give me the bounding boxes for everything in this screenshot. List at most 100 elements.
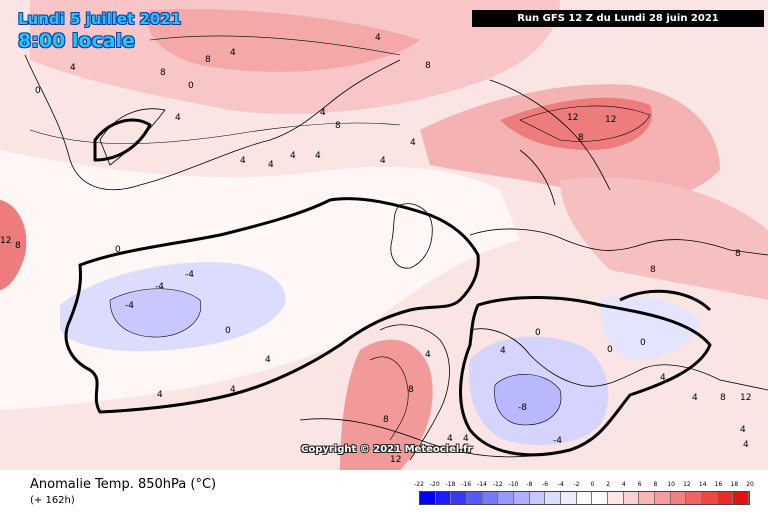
- forecast-date: Lundi 5 juillet 2021: [18, 10, 182, 28]
- isoline-label: 8: [205, 55, 211, 65]
- legend-swatch: [482, 492, 499, 504]
- zero-contour-baffin: [93, 118, 152, 162]
- color-legend: [419, 491, 750, 505]
- isoline-label: 8: [578, 133, 584, 143]
- isoline-label: 4: [425, 350, 431, 360]
- isoline-label: 4: [230, 385, 236, 395]
- isoline-label: 0: [535, 328, 541, 338]
- legend-swatch: [608, 492, 624, 504]
- isoline-labels: 0 4 8 4 8 4 0 4 8 4 4 0 4 4 4 4 4 8 12 1…: [0, 33, 751, 465]
- isoline-label: 4: [70, 63, 76, 73]
- legend-swatch: [435, 492, 452, 504]
- isoline-label: 4: [290, 151, 296, 161]
- isoline-label: 4: [230, 48, 236, 58]
- legend-tick-label: -4: [557, 481, 564, 488]
- legend-swatch: [529, 492, 546, 504]
- legend-swatch: [576, 492, 593, 504]
- isoline-label: 4: [410, 138, 416, 148]
- legend-swatch: [545, 492, 562, 504]
- zero-contour-atlantic: [64, 197, 480, 414]
- legend-swatch: [717, 492, 734, 504]
- legend-swatch: [639, 492, 656, 504]
- legend-tick-label: -2: [573, 481, 580, 488]
- isoline-label: 4: [157, 390, 163, 400]
- legend-swatch: [498, 492, 515, 504]
- legend-tick-labels: -22 -20 -18 -16 -14 -12 -10 -8 -6 -4 -2 0 2 4 6 8 10 12 14…: [414, 481, 754, 491]
- isoline-label: 0: [225, 326, 231, 336]
- legend-tick-label: 4: [621, 481, 626, 488]
- isolines: [29, 35, 651, 441]
- isoline-label: 4: [175, 113, 181, 123]
- isoline-label: 8: [425, 61, 431, 71]
- legend-tick-label: -16: [461, 481, 472, 488]
- isoline-label: 12: [740, 393, 751, 403]
- legend-swatch: [451, 492, 468, 504]
- isoline-label: 8: [160, 68, 166, 78]
- cold-core-atlantic: [110, 288, 201, 338]
- mediterranean-coast: [469, 328, 768, 391]
- footer: Anomalie Temp. 850hPa (°C) (+ 162h) -22-…: [0, 470, 768, 512]
- map-canvas: 0 4 8 4 8 4 0 4 8 4 4 0 4 4 4 4 4 8 12 1…: [0, 0, 768, 470]
- isoline-4-north: [29, 122, 401, 145]
- europe-north-coast: [469, 228, 768, 256]
- isoline-label: 4: [463, 434, 469, 444]
- zero-contour-balkans: [619, 289, 712, 312]
- isoline-label: 12: [567, 113, 578, 123]
- legend-tick-label: 14: [698, 481, 707, 488]
- legend-swatch: [702, 492, 718, 504]
- legend-tick-label: 6: [637, 481, 642, 488]
- isoline-label: 4: [320, 108, 326, 118]
- legend-swatch: [420, 492, 436, 504]
- legend-tick-label: 12: [683, 481, 691, 488]
- isoline-label: 8: [735, 249, 741, 259]
- isoline-label: 8: [650, 265, 656, 275]
- isoline-label: 4: [375, 33, 381, 43]
- legend-tick-label: -8: [526, 481, 533, 488]
- forecast-time: 8:00 locale: [18, 30, 135, 52]
- warm-core-scandinavia: [500, 97, 652, 150]
- greenland-coast: [24, 54, 401, 191]
- legend-tick-label: -22: [414, 481, 424, 488]
- isoline-label: 12: [0, 236, 11, 246]
- legend-tick-label: 20: [746, 481, 754, 488]
- legend-tick-label: -10: [508, 481, 519, 488]
- isoline-minus4-mediterranean: [494, 374, 562, 426]
- isoline-label: 4: [740, 425, 746, 435]
- legend-swatch: [467, 492, 483, 504]
- isoline-label: 8: [15, 241, 21, 251]
- isoline-label: 0: [35, 86, 41, 96]
- zero-contour-mediterranean: [459, 296, 712, 457]
- legend-swatch: [670, 492, 687, 504]
- legend-swatch: [655, 492, 671, 504]
- isoline-label: -4: [185, 270, 194, 280]
- africa-coast: [299, 418, 541, 458]
- zero-contours: [64, 118, 712, 457]
- cold-core-mediterranean: [494, 374, 561, 425]
- isoline-label: 0: [115, 245, 121, 255]
- isoline-label: -4: [125, 301, 134, 311]
- isoline-label: 0: [607, 345, 613, 355]
- isoline-label: 4: [240, 156, 246, 166]
- isoline-label: -4: [553, 436, 562, 446]
- run-info: Run GFS 12 Z du Lundi 28 juin 2021: [472, 10, 764, 27]
- isoline-label: 12: [390, 455, 401, 465]
- anomaly-map: 0 4 8 4 8 4 0 4 8 4 4 0 4 4 4 4 4 8 12 1…: [0, 0, 768, 470]
- scandinavia-coast: [489, 79, 611, 206]
- isoline-label: 0: [640, 338, 646, 348]
- warm-core-west: [0, 200, 27, 290]
- cold-area-balkans: [599, 296, 700, 360]
- isoline-label: 4: [660, 373, 666, 383]
- warm-area-east: [560, 177, 768, 300]
- legend-tick-label: -18: [445, 481, 456, 488]
- legend-tick-label: -12: [492, 481, 503, 488]
- isoline-label: 8: [335, 121, 341, 131]
- isoline-label: 4: [268, 160, 274, 170]
- isoline-12-scandinavia: [519, 105, 651, 142]
- isoline-8-north: [149, 35, 401, 56]
- legend-tick-label: 16: [714, 481, 723, 488]
- isoline-label: 4: [315, 151, 321, 161]
- legend-tick-label: -6: [542, 481, 549, 488]
- legend-tick-label: -14: [477, 481, 487, 488]
- isoline-label: 4: [743, 440, 749, 450]
